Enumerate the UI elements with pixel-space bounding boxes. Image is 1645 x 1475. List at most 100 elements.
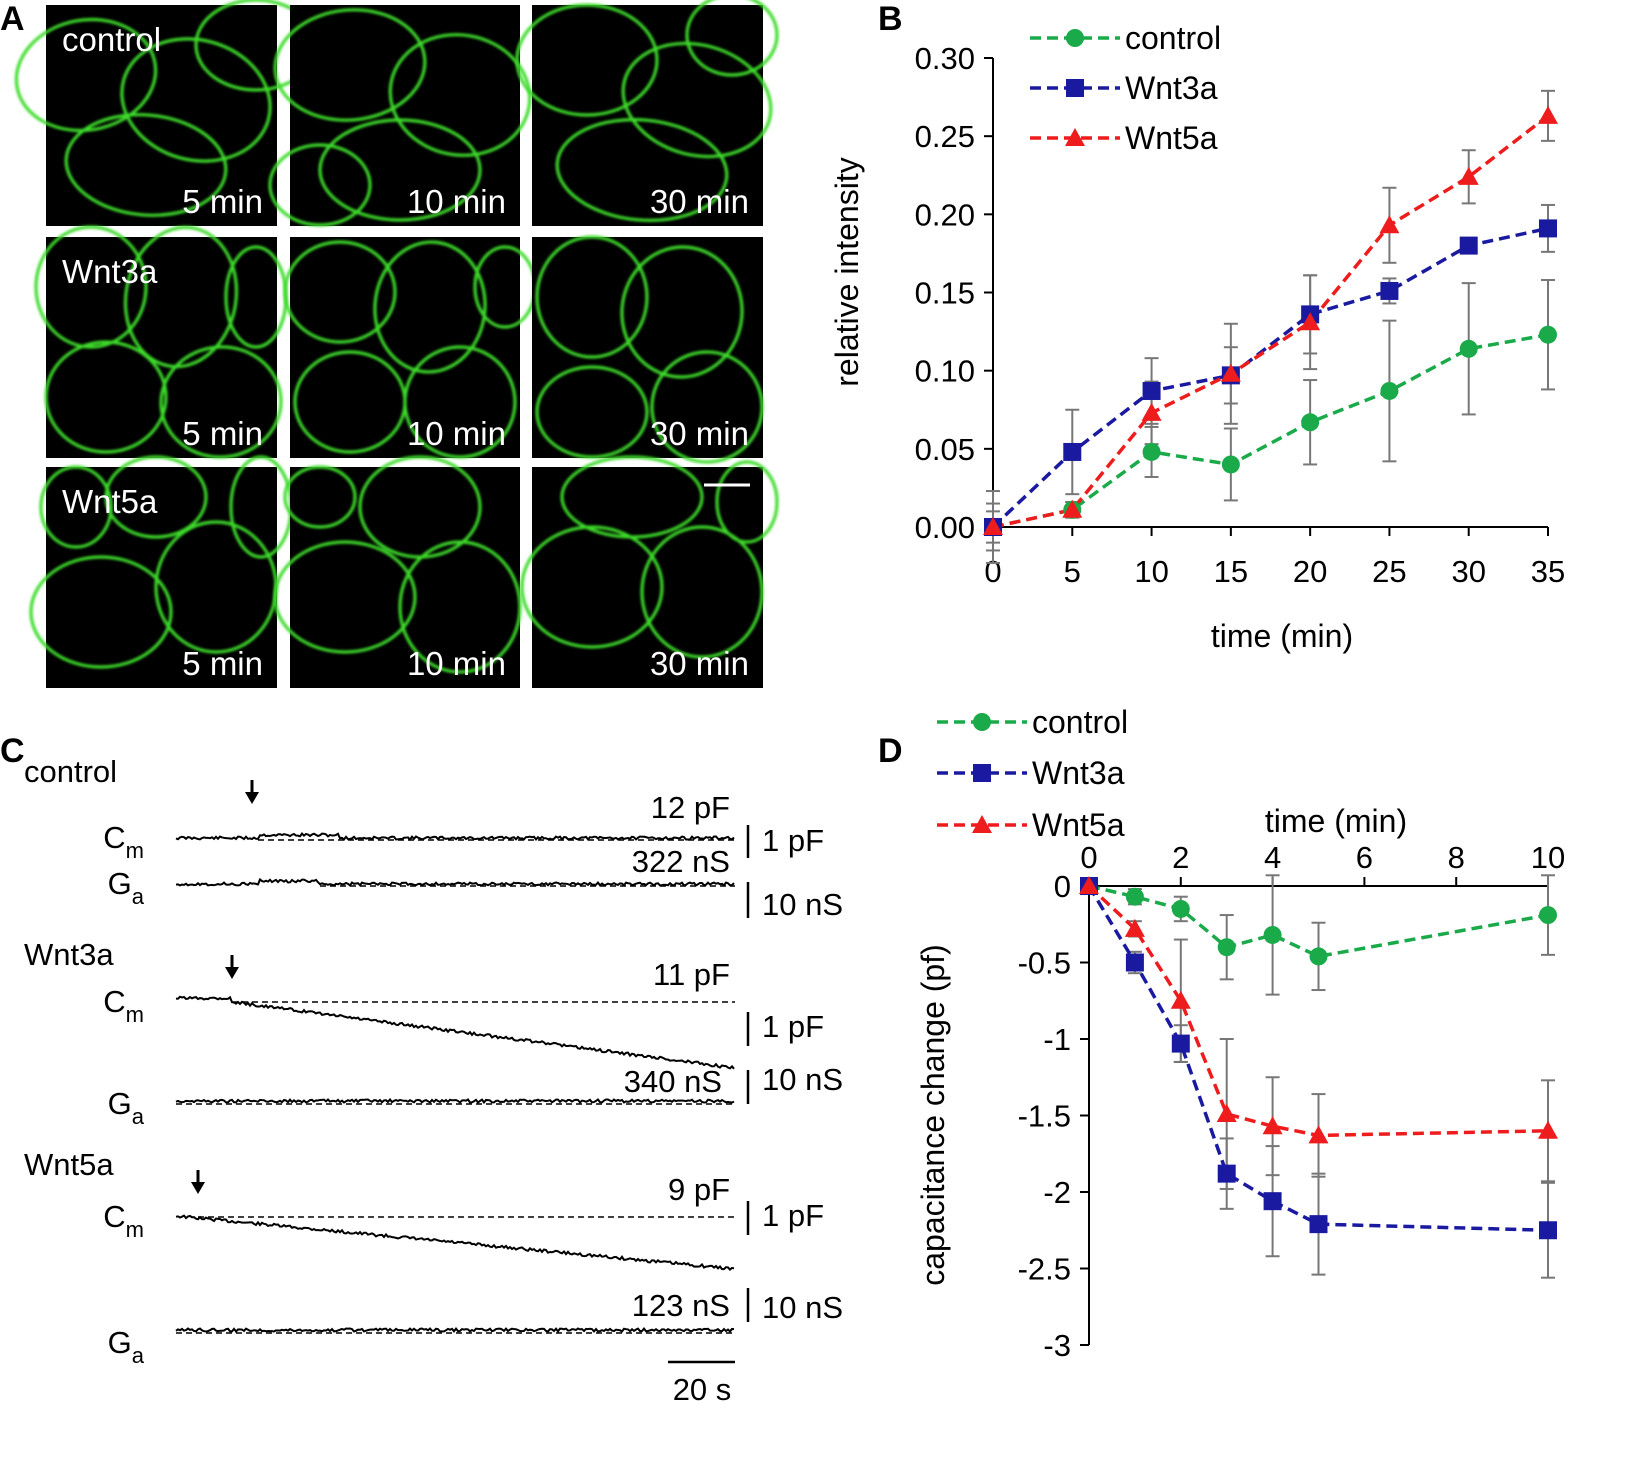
x-tick-label: 30	[1451, 554, 1485, 589]
stimulus-arrow-icon	[225, 967, 239, 979]
cell-membranes	[283, 240, 537, 459]
ga-label: Ga	[108, 1325, 145, 1368]
cell-membrane	[273, 8, 427, 122]
data-point-Wnt5a	[983, 517, 1003, 535]
data-point-Wnt3a	[1539, 219, 1557, 238]
data-point-control	[1125, 887, 1144, 906]
cell-membrane	[39, 465, 113, 549]
x-tick-label: 35	[1531, 554, 1565, 589]
micrograph-background	[46, 467, 277, 688]
micrograph-background	[290, 5, 520, 226]
data-point-Wnt5a	[1379, 215, 1400, 234]
y-axis-title: relative intensity	[829, 157, 865, 386]
ga-label-sub: a	[132, 1104, 145, 1129]
cell-membrane	[388, 33, 532, 157]
ga-label-sub: a	[132, 884, 145, 909]
cell-membrane	[29, 555, 173, 669]
x-tick-label: 6	[1356, 840, 1373, 875]
data-point-Wnt5a	[1141, 402, 1162, 421]
cell-membrane	[273, 540, 417, 654]
cm-label-sub: m	[126, 838, 144, 863]
cm-scale-label: 1 pF	[762, 1009, 824, 1044]
panel-letter-d: D	[878, 732, 903, 770]
cm-scale-label: 1 pF	[762, 1198, 824, 1233]
data-point-control	[1309, 947, 1328, 966]
cm-label-main: C	[103, 984, 125, 1019]
series-line-Wnt5a	[992, 114, 1550, 529]
micrograph-time-label: 10 min	[407, 415, 506, 452]
y-tick-label: -2	[1043, 1175, 1071, 1210]
x-tick-label: 25	[1372, 554, 1406, 589]
micrograph: 30 min	[520, 455, 779, 688]
cm-trace	[175, 1214, 735, 1271]
x-tick-label: 8	[1448, 840, 1465, 875]
x-tick-label: 5	[1064, 554, 1081, 589]
legend-label: control	[1125, 20, 1221, 56]
cell-membrane	[650, 350, 764, 464]
cm-label-sub: m	[126, 1002, 144, 1027]
cell-membrane	[64, 113, 228, 217]
micrograph-grid: control 5 min 10 min 30 min Wnt3a 5 min 10 min…	[14, 0, 779, 688]
cm-value: 9 pF	[668, 1172, 730, 1207]
data-point-Wnt5a	[1308, 1125, 1329, 1144]
data-point-control	[1459, 339, 1478, 358]
data-point-Wnt5a	[1124, 918, 1145, 937]
data-point-Wnt3a	[1063, 442, 1082, 461]
capacitance-chart-axes: 0 -0.5 -1 -1.5 -2 -2.5 -3 0 2 4 6 8 10 time (min) capa…	[915, 803, 1565, 1363]
y-tick-label: 0.30	[915, 41, 975, 76]
x-axis-title: time (min)	[1265, 803, 1407, 839]
cell-membrane	[515, 3, 659, 117]
ga-label-main: G	[108, 866, 132, 901]
data-point-Wnt5a	[1458, 166, 1479, 185]
cell-membrane	[715, 460, 779, 544]
x-tick-label: 15	[1214, 554, 1248, 589]
ga-label: Ga	[108, 1086, 145, 1129]
cm-label: Cm	[103, 820, 144, 863]
cm-label: Cm	[103, 984, 144, 1027]
legend-label: Wnt5a	[1125, 120, 1218, 156]
cell-membrane	[123, 225, 239, 369]
cell-membrane	[283, 240, 397, 344]
cm-label-sub: m	[126, 1217, 144, 1242]
micrograph: 10 min	[273, 455, 522, 688]
cell-membrane	[34, 225, 148, 349]
ga-label-sub: a	[132, 1343, 145, 1368]
y-tick-label: 0.05	[915, 432, 975, 467]
legend-label: Wnt3a	[1125, 70, 1218, 106]
intensity-chart-markers	[983, 105, 1558, 536]
cell-membrane	[104, 455, 208, 539]
legend-label: Wnt5a	[1032, 807, 1125, 843]
data-point-Wnt5a	[1262, 1116, 1283, 1135]
micrograph-time-label: 10 min	[407, 183, 506, 220]
legend-label: Wnt3a	[1032, 755, 1125, 791]
x-tick-label: 2	[1172, 840, 1189, 875]
ga-label-main: G	[108, 1325, 132, 1360]
intensity-chart: 0.000.050.100.150.200.250.300 5 10 15 20 25 30…	[829, 20, 1565, 654]
data-point-control	[1301, 413, 1320, 432]
intensity-chart-axes: 0.000.050.100.150.200.250.300 5 10 15 20 25 30…	[829, 41, 1565, 654]
legend-marker-control	[973, 713, 991, 731]
time-scale-label: 20 s	[673, 1372, 732, 1407]
x-axis-title: time (min)	[1211, 618, 1353, 654]
cell-membrane	[555, 118, 729, 222]
x-tick-label: 4	[1264, 840, 1281, 875]
data-point-control	[1539, 325, 1557, 344]
micrograph-background	[290, 237, 520, 458]
capacitance-chart-errorbars	[1127, 874, 1555, 1279]
y-tick-label: -1.5	[1018, 1099, 1071, 1134]
x-tick-label: 0	[1080, 840, 1097, 875]
cm-label-main: C	[103, 1199, 125, 1234]
capacitance-chart-markers	[1079, 876, 1558, 1240]
micrograph: Wnt3a 5 min	[34, 225, 288, 459]
capacitance-chart: 0 -0.5 -1 -1.5 -2 -2.5 -3 0 2 4 6 8 10 time (min) capa…	[915, 704, 1565, 1363]
cell-membrane	[535, 235, 649, 359]
panel-letter-a: A	[0, 0, 25, 38]
micrograph-time-label: 5 min	[182, 415, 263, 452]
trace-condition-label: Wnt3a	[24, 937, 114, 972]
y-tick-label: 0.10	[915, 354, 975, 389]
x-tick-label: 20	[1293, 554, 1327, 589]
panel-letter-b: B	[878, 0, 903, 38]
data-point-Wnt5a	[1079, 876, 1099, 894]
legend-label: control	[1032, 704, 1128, 740]
legend-marker-Wnt3a	[1066, 79, 1084, 97]
